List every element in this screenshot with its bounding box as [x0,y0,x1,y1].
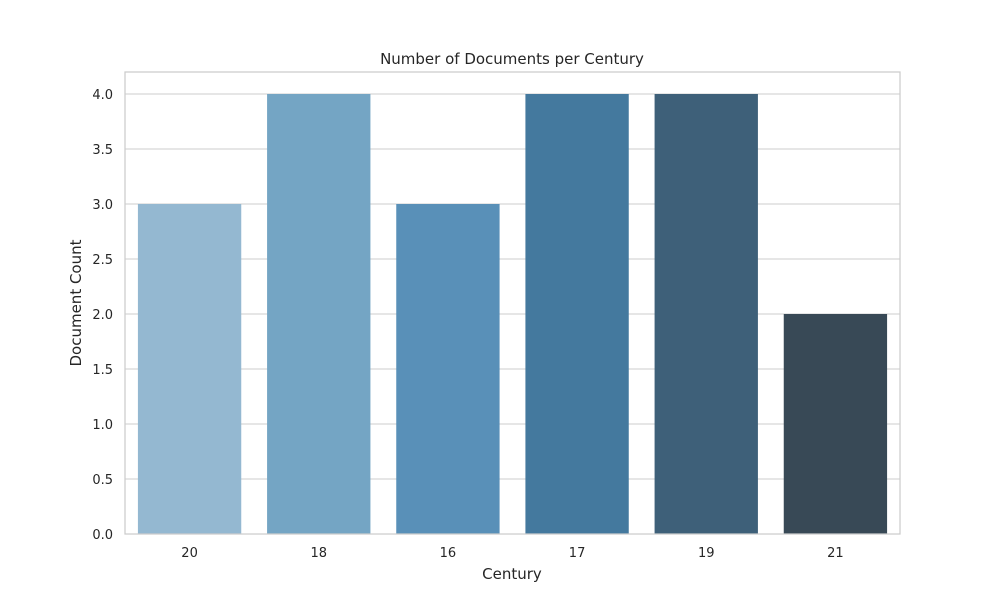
y-tick-label: 1.5 [92,363,113,378]
bars [137,94,888,534]
y-tick-label: 3.5 [92,143,113,158]
x-axis-label: Century [482,565,542,583]
y-tick-label: 0.5 [92,473,113,488]
bar-16 [396,204,500,534]
y-axis-label: Document Count [67,239,85,366]
y-tick-label: 3.0 [92,198,113,213]
plot-frame [124,71,901,535]
x-tick-label: 20 [181,546,198,561]
y-tick-label: 4.0 [92,88,113,103]
grid-lines [125,93,900,535]
y-tick-label: 0.0 [92,528,113,543]
bar-21 [783,314,888,534]
y-tick-labels: 0.0 0.5 1.0 1.5 2.0 2.5 3.0 3.5 4.0 [92,88,113,543]
x-tick-label: 16 [440,546,457,561]
y-tick-label: 2.5 [92,253,113,268]
bar-20 [137,204,242,534]
y-tick-label: 1.0 [92,418,113,433]
bar-19 [654,94,758,534]
y-tick-label: 2.0 [92,308,113,323]
x-tick-label: 17 [569,546,586,561]
bar-17 [525,94,629,534]
x-tick-label: 21 [827,546,844,561]
chart-title: Number of Documents per Century [380,50,644,68]
x-tick-label: 19 [698,546,715,561]
x-tick-labels: 20 18 16 17 19 21 [181,546,843,561]
bar-18 [267,94,371,534]
x-tick-label: 18 [310,546,327,561]
